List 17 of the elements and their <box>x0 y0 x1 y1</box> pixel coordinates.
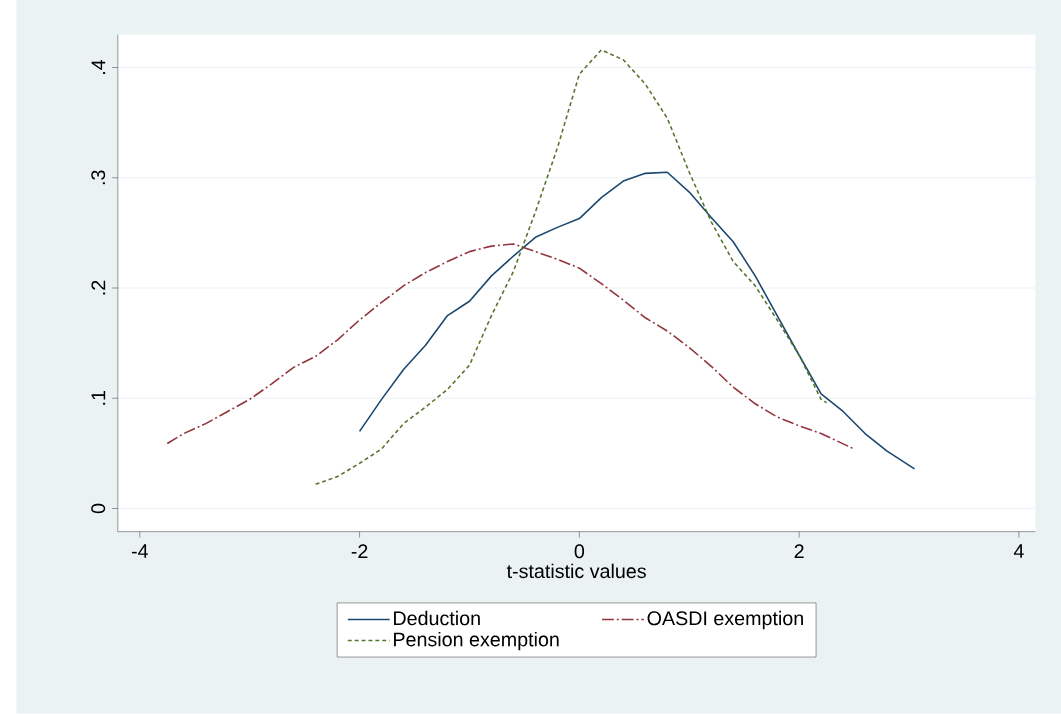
x-axis-title: t-statistic values <box>506 563 646 579</box>
x-tick-label: -2 <box>351 544 368 559</box>
line-series <box>166 243 855 450</box>
y-tick-label: .1 <box>91 391 106 405</box>
y-tick-label: .2 <box>91 280 106 295</box>
x-tick-label: -4 <box>131 544 148 558</box>
line-series <box>358 171 916 470</box>
y-tick-label: .4 <box>91 60 106 75</box>
legend-label: OASDI exemption <box>647 610 803 630</box>
x-tick-label: 0 <box>574 544 585 559</box>
x-tick-label: 4 <box>1013 544 1024 558</box>
line-series <box>314 49 828 486</box>
legend-label: Deduction <box>394 610 480 626</box>
legend-label: Pension exemption <box>394 632 559 651</box>
y-tick-label: 0 <box>91 503 106 514</box>
x-tick-label: 2 <box>794 544 804 559</box>
y-tick-label: .3 <box>91 170 106 185</box>
